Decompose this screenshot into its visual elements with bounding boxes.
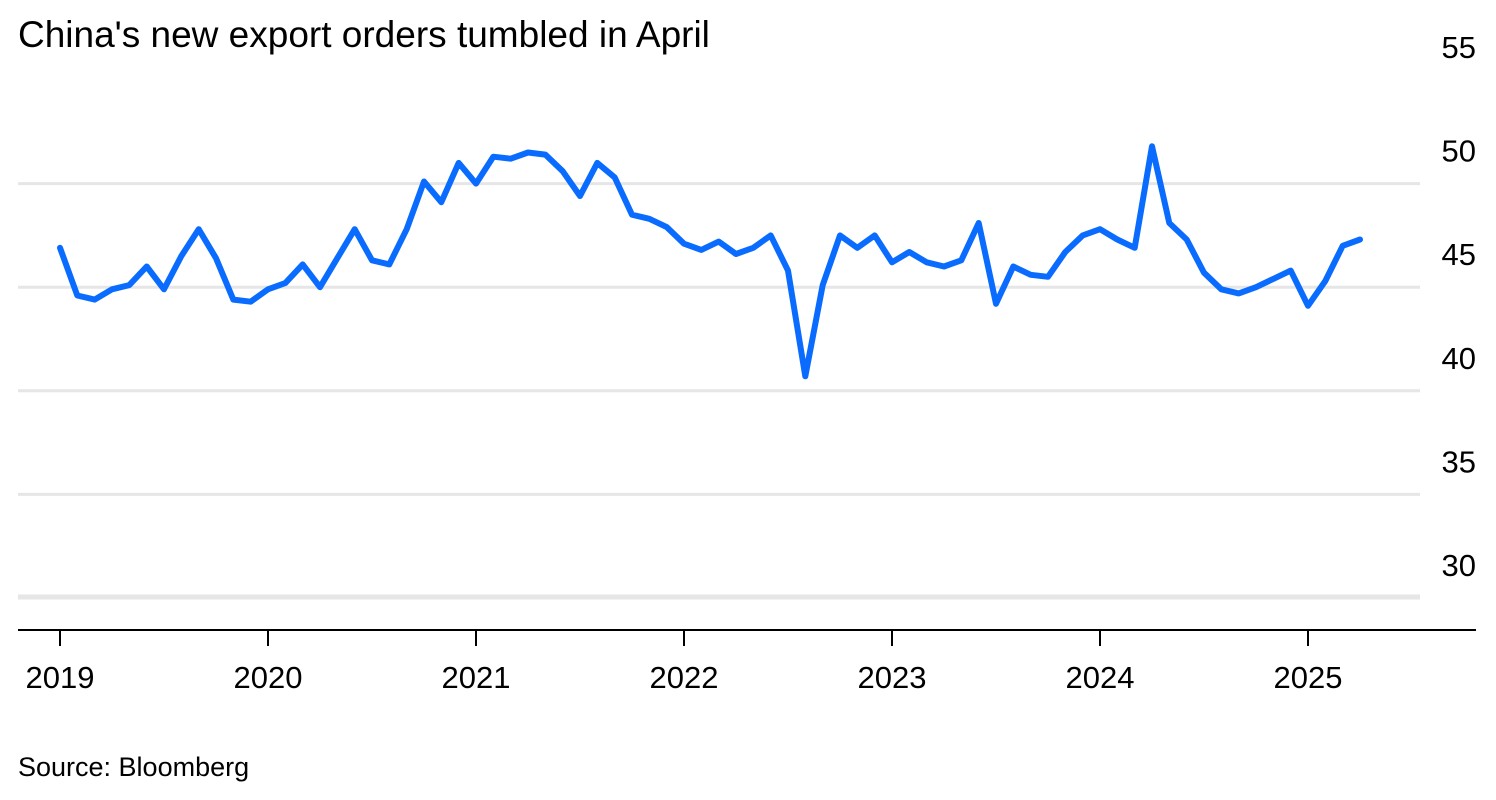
- x-axis-ticks: 2019 2020 2021 2022 2023 2024 2025: [26, 630, 1343, 695]
- y-tick-label: 35: [1442, 444, 1476, 479]
- y-tick-label: 55: [1442, 30, 1476, 65]
- y-tick-label: 45: [1442, 237, 1476, 272]
- y-tick-label: 50: [1442, 134, 1476, 169]
- x-tick-label: 2025: [1274, 660, 1343, 695]
- x-tick-label: 2020: [234, 660, 303, 695]
- series: [57, 143, 1363, 380]
- x-tick-label: 2019: [26, 660, 95, 695]
- y-axis-tick-labels: 30 35 40 45 50 55: [1442, 30, 1476, 583]
- gridlines: [18, 182, 1420, 600]
- series-line: [57, 143, 1363, 380]
- x-tick-label: 2023: [858, 660, 927, 695]
- x-tick-label: 2022: [650, 660, 719, 695]
- source-note: Source: Bloomberg: [18, 752, 250, 782]
- x-tick-label: 2021: [442, 660, 511, 695]
- line-chart: 30 35 40 45 50 55 2019 2020 2021 2022 2023 2024 202…: [18, 30, 1476, 695]
- y-tick-label: 40: [1442, 341, 1476, 376]
- y-tick-label: 30: [1442, 548, 1476, 583]
- x-tick-label: 2024: [1066, 660, 1135, 695]
- chart-title: China's new export orders tumbled in Apr…: [18, 14, 710, 55]
